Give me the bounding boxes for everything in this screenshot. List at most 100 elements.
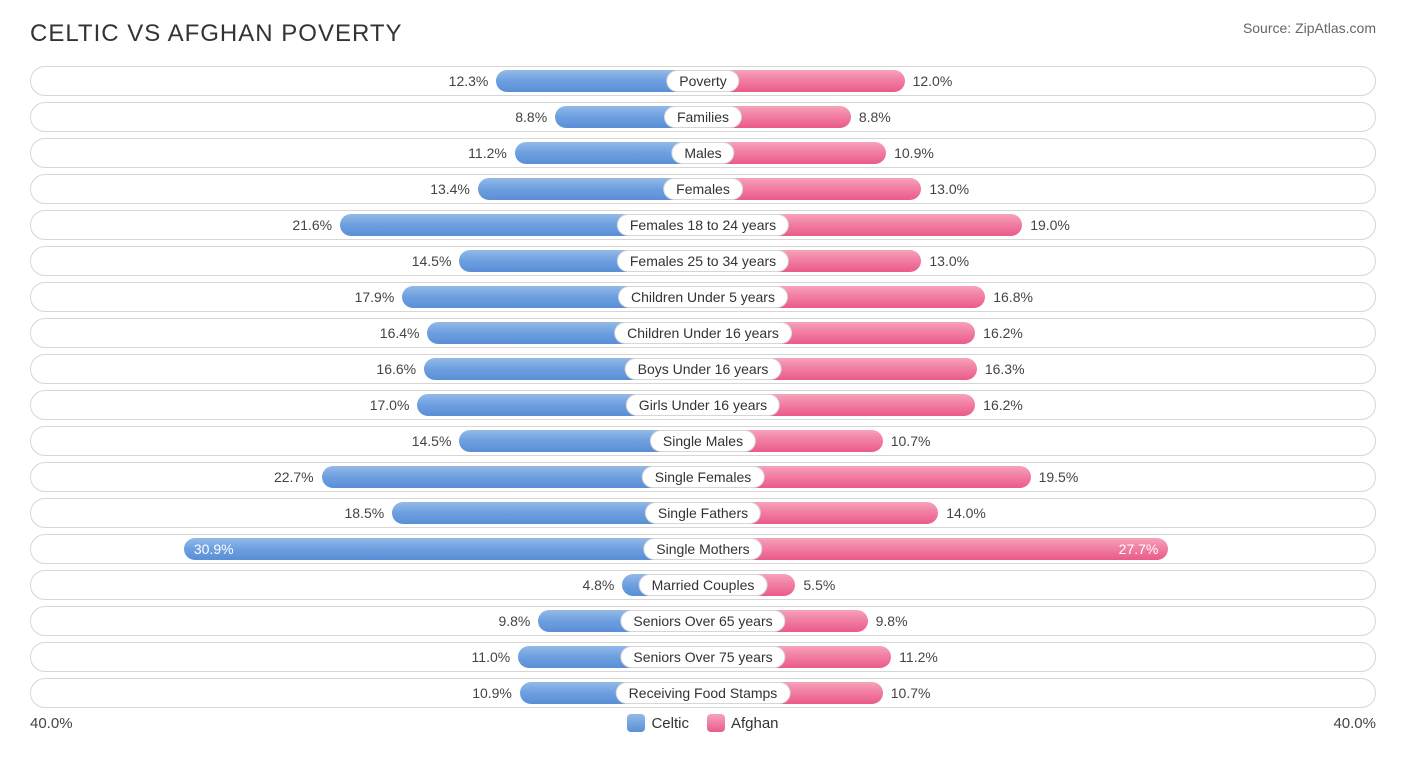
chart-row: 8.8% 8.8% Families <box>30 102 1376 132</box>
right-half: 16.8% <box>703 283 1375 311</box>
right-half: 12.0% <box>703 67 1375 95</box>
chart-row: 18.5% 14.0% Single Fathers <box>30 498 1376 528</box>
axis-max-left: 40.0% <box>30 715 110 732</box>
pct-left: 14.5% <box>412 253 452 269</box>
pct-left: 12.3% <box>449 73 489 89</box>
chart-row: 22.7% 19.5% Single Females <box>30 462 1376 492</box>
category-label: Females <box>663 178 743 200</box>
category-label: Females 18 to 24 years <box>617 214 789 236</box>
pct-right: 8.8% <box>859 109 891 125</box>
left-half: 30.9% <box>31 535 703 563</box>
right-half: 11.2% <box>703 643 1375 671</box>
pct-left: 8.8% <box>515 109 547 125</box>
right-half: 19.0% <box>703 211 1375 239</box>
left-half: 17.9% <box>31 283 703 311</box>
chart-row: 16.4% 16.2% Children Under 16 years <box>30 318 1376 348</box>
right-half: 5.5% <box>703 571 1375 599</box>
right-half: 13.0% <box>703 175 1375 203</box>
pct-right: 27.7% <box>1119 541 1159 557</box>
diverging-bar-chart: 12.3% 12.0% Poverty 8.8% 8.8% Families <box>30 66 1376 708</box>
right-half: 10.7% <box>703 427 1375 455</box>
category-label: Single Mothers <box>643 538 762 560</box>
pct-right: 9.8% <box>876 613 908 629</box>
chart-row: 21.6% 19.0% Females 18 to 24 years <box>30 210 1376 240</box>
left-half: 9.8% <box>31 607 703 635</box>
pct-right: 16.8% <box>993 289 1033 305</box>
chart-title: CELTIC VS AFGHAN POVERTY <box>30 20 403 48</box>
category-label: Seniors Over 75 years <box>620 646 785 668</box>
right-half: 27.7% <box>703 535 1375 563</box>
category-label: Children Under 16 years <box>614 322 792 344</box>
pct-left: 18.5% <box>345 505 385 521</box>
pct-right: 10.9% <box>894 145 934 161</box>
chart-row: 11.0% 11.2% Seniors Over 75 years <box>30 642 1376 672</box>
right-half: 10.9% <box>703 139 1375 167</box>
left-half: 11.2% <box>31 139 703 167</box>
pct-right: 10.7% <box>891 433 931 449</box>
legend-swatch-afghan <box>707 714 725 732</box>
pct-right: 16.3% <box>985 361 1025 377</box>
left-half: 14.5% <box>31 427 703 455</box>
pct-left: 10.9% <box>472 685 512 701</box>
pct-right: 5.5% <box>803 577 835 593</box>
right-half: 13.0% <box>703 247 1375 275</box>
bar-afghan: 27.7% <box>703 538 1168 560</box>
right-half: 19.5% <box>703 463 1375 491</box>
category-label: Males <box>671 142 734 164</box>
left-half: 18.5% <box>31 499 703 527</box>
chart-row: 17.9% 16.8% Children Under 5 years <box>30 282 1376 312</box>
left-half: 22.7% <box>31 463 703 491</box>
right-half: 16.3% <box>703 355 1375 383</box>
pct-right: 16.2% <box>983 397 1023 413</box>
legend: Celtic Afghan <box>110 714 1296 732</box>
pct-left: 21.6% <box>292 217 332 233</box>
chart-row: 14.5% 13.0% Females 25 to 34 years <box>30 246 1376 276</box>
category-label: Children Under 5 years <box>618 286 788 308</box>
category-label: Single Fathers <box>645 502 761 524</box>
left-half: 13.4% <box>31 175 703 203</box>
pct-right: 19.5% <box>1039 469 1079 485</box>
chart-row: 4.8% 5.5% Married Couples <box>30 570 1376 600</box>
right-half: 16.2% <box>703 391 1375 419</box>
pct-right: 14.0% <box>946 505 986 521</box>
left-half: 10.9% <box>31 679 703 707</box>
pct-left: 9.8% <box>498 613 530 629</box>
pct-left: 11.0% <box>472 649 511 665</box>
left-half: 8.8% <box>31 103 703 131</box>
category-label: Single Males <box>650 430 756 452</box>
chart-row: 14.5% 10.7% Single Males <box>30 426 1376 456</box>
legend-item-celtic: Celtic <box>627 714 689 732</box>
category-label: Families <box>664 106 742 128</box>
left-half: 21.6% <box>31 211 703 239</box>
right-half: 14.0% <box>703 499 1375 527</box>
pct-right: 13.0% <box>929 181 969 197</box>
pct-left: 14.5% <box>412 433 452 449</box>
left-half: 16.4% <box>31 319 703 347</box>
left-half: 4.8% <box>31 571 703 599</box>
category-label: Females 25 to 34 years <box>617 250 789 272</box>
pct-right: 19.0% <box>1030 217 1070 233</box>
chart-row: 10.9% 10.7% Receiving Food Stamps <box>30 678 1376 708</box>
left-half: 16.6% <box>31 355 703 383</box>
pct-left: 16.4% <box>380 325 420 341</box>
pct-right: 16.2% <box>983 325 1023 341</box>
category-label: Poverty <box>666 70 739 92</box>
pct-left: 16.6% <box>376 361 416 377</box>
chart-row: 17.0% 16.2% Girls Under 16 years <box>30 390 1376 420</box>
pct-left: 13.4% <box>430 181 470 197</box>
category-label: Seniors Over 65 years <box>620 610 785 632</box>
category-label: Girls Under 16 years <box>626 394 780 416</box>
chart-source: Source: ZipAtlas.com <box>1243 20 1376 36</box>
chart-row: 12.3% 12.0% Poverty <box>30 66 1376 96</box>
left-half: 12.3% <box>31 67 703 95</box>
right-half: 9.8% <box>703 607 1375 635</box>
legend-label-afghan: Afghan <box>731 715 779 732</box>
pct-left: 17.9% <box>355 289 395 305</box>
chart-header: CELTIC VS AFGHAN POVERTY Source: ZipAtla… <box>30 20 1376 48</box>
legend-swatch-celtic <box>627 714 645 732</box>
right-half: 8.8% <box>703 103 1375 131</box>
pct-right: 13.0% <box>929 253 969 269</box>
chart-row: 13.4% 13.0% Females <box>30 174 1376 204</box>
left-half: 14.5% <box>31 247 703 275</box>
chart-row: 9.8% 9.8% Seniors Over 65 years <box>30 606 1376 636</box>
